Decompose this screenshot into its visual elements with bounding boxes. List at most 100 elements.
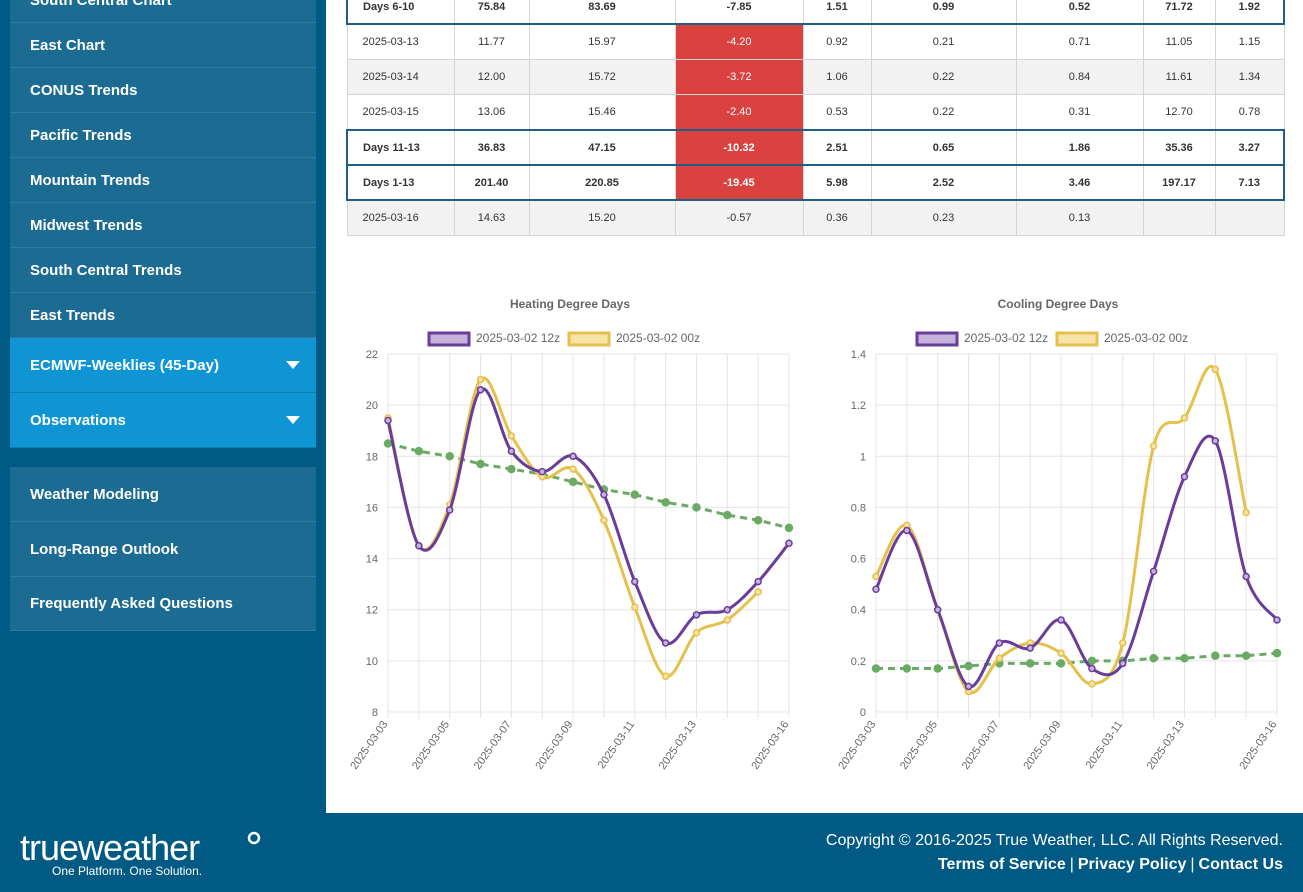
contact-us-link[interactable]: Contact Us (1198, 856, 1283, 873)
data-point[interactable] (933, 605, 942, 614)
data-point[interactable] (1242, 508, 1250, 517)
data-point[interactable] (1056, 659, 1066, 668)
data-point[interactable] (871, 664, 881, 673)
data-point[interactable] (383, 439, 393, 448)
data-point[interactable] (1149, 442, 1158, 450)
data-point[interactable] (415, 542, 423, 550)
data-point[interactable] (1087, 656, 1097, 666)
sidebar-item-long-range-outlook[interactable]: Long-Range Outlook (10, 522, 316, 577)
data-point[interactable] (568, 477, 578, 487)
data-point[interactable] (1211, 437, 1220, 445)
sidebar-item-east-chart[interactable]: East Chart (10, 23, 316, 68)
data-point[interactable] (1149, 654, 1158, 663)
data-point[interactable] (476, 459, 485, 469)
privacy-policy-link[interactable]: Privacy Policy (1077, 856, 1187, 873)
data-point[interactable] (600, 490, 608, 499)
data-point[interactable] (1242, 572, 1250, 581)
table-cell: 0.65 (870, 129, 1017, 166)
table-cell: 1.15 (1214, 23, 1285, 60)
table-cell: -7.85 (674, 0, 804, 25)
data-point[interactable] (903, 526, 911, 535)
data-point[interactable] (1025, 659, 1035, 668)
data-point[interactable] (661, 639, 670, 647)
sidebar-expander-observations[interactable]: Observations (10, 393, 316, 448)
data-point[interactable] (995, 654, 1004, 663)
data-point[interactable] (630, 490, 640, 499)
sidebar-item-mountain-trends[interactable]: Mountain Trends (10, 158, 316, 203)
terms-of-service-link[interactable]: Terms of Service (937, 856, 1066, 873)
data-point[interactable] (1026, 644, 1034, 652)
data-point[interactable] (661, 672, 670, 680)
data-point[interactable] (723, 510, 732, 520)
data-point[interactable] (753, 515, 763, 525)
data-point[interactable] (902, 664, 912, 673)
data-point[interactable] (507, 447, 516, 455)
data-point[interactable] (754, 577, 762, 586)
data-point[interactable] (1119, 659, 1127, 668)
data-point[interactable] (723, 616, 732, 624)
data-point[interactable] (1211, 365, 1220, 374)
data-point[interactable] (1272, 648, 1282, 658)
x-tick-label: 2025-03-16 (1237, 719, 1279, 772)
data-point[interactable] (445, 452, 454, 461)
sidebar-item-weather-modeling[interactable]: Weather Modeling (10, 467, 316, 522)
data-point[interactable] (631, 577, 639, 586)
data-point[interactable] (507, 464, 516, 474)
table-row: 2025-03-14 12.00 15.72 -3.72 1.06 0.22 0.84 11.… (346, 59, 1285, 95)
data-point[interactable] (964, 682, 973, 691)
data-point[interactable] (569, 465, 577, 473)
data-point[interactable] (661, 498, 670, 507)
data-point[interactable] (692, 503, 701, 512)
data-point[interactable] (569, 452, 577, 461)
trueweather-logo[interactable]: trueweather One Platform. One Solution. (20, 825, 265, 882)
sidebar-item-south-central-chart[interactable]: South Central Chart (10, 0, 316, 23)
data-point[interactable] (1273, 616, 1281, 624)
data-point[interactable] (1180, 472, 1189, 481)
data-point[interactable] (933, 664, 942, 673)
data-point[interactable] (1057, 649, 1065, 657)
data-point[interactable] (384, 416, 392, 425)
chart-title: Cooling Degree Days (998, 297, 1119, 311)
sidebar-expander-ecmwf-weeklies[interactable]: ECMWF-Weeklies (45-Day) (10, 338, 316, 393)
data-point[interactable] (1241, 651, 1251, 660)
sidebar-item-faq[interactable]: Frequently Asked Questions (10, 577, 316, 631)
data-point[interactable] (538, 467, 546, 476)
data-point[interactable] (1088, 664, 1096, 673)
data-point[interactable] (964, 661, 973, 671)
data-point[interactable] (1057, 616, 1065, 624)
data-point[interactable] (872, 585, 880, 594)
data-point[interactable] (872, 572, 880, 581)
legend-item[interactable]: 2025-03-02 12z (427, 331, 560, 347)
data-point[interactable] (692, 611, 701, 619)
data-point[interactable] (631, 603, 639, 611)
data-point[interactable] (476, 375, 485, 384)
data-point[interactable] (1149, 567, 1158, 576)
data-point[interactable] (784, 523, 794, 533)
data-point[interactable] (785, 539, 793, 547)
data-point[interactable] (600, 516, 608, 524)
sidebar-item-east-trends[interactable]: East Trends (10, 293, 316, 338)
data-point[interactable] (507, 432, 516, 440)
data-point[interactable] (1088, 680, 1096, 688)
data-point[interactable] (476, 386, 485, 394)
data-point[interactable] (1180, 654, 1189, 663)
table-cell: 2025-03-16 (346, 199, 455, 236)
data-point[interactable] (1211, 651, 1220, 660)
legend-item[interactable]: 2025-03-02 00z (567, 331, 700, 347)
data-point[interactable] (414, 446, 424, 456)
table-cell: 3.27 (1214, 129, 1285, 166)
sidebar-item-midwest-trends[interactable]: Midwest Trends (10, 203, 316, 248)
data-point[interactable] (692, 628, 701, 637)
y-tick-label: 22 (366, 349, 378, 361)
data-point[interactable] (445, 506, 454, 514)
sidebar-item-pacific-trends[interactable]: Pacific Trends (10, 113, 316, 158)
sidebar-item-south-central-trends[interactable]: South Central Trends (10, 248, 316, 293)
legend-item[interactable]: 2025-03-02 00z (1055, 331, 1188, 347)
data-point[interactable] (1180, 414, 1189, 422)
sidebar-item-conus-trends[interactable]: CONUS Trends (10, 68, 316, 113)
legend-item[interactable]: 2025-03-02 12z (915, 331, 1048, 347)
data-point[interactable] (723, 605, 732, 614)
data-point[interactable] (995, 639, 1004, 647)
data-point[interactable] (1119, 639, 1127, 647)
data-point[interactable] (754, 588, 762, 596)
